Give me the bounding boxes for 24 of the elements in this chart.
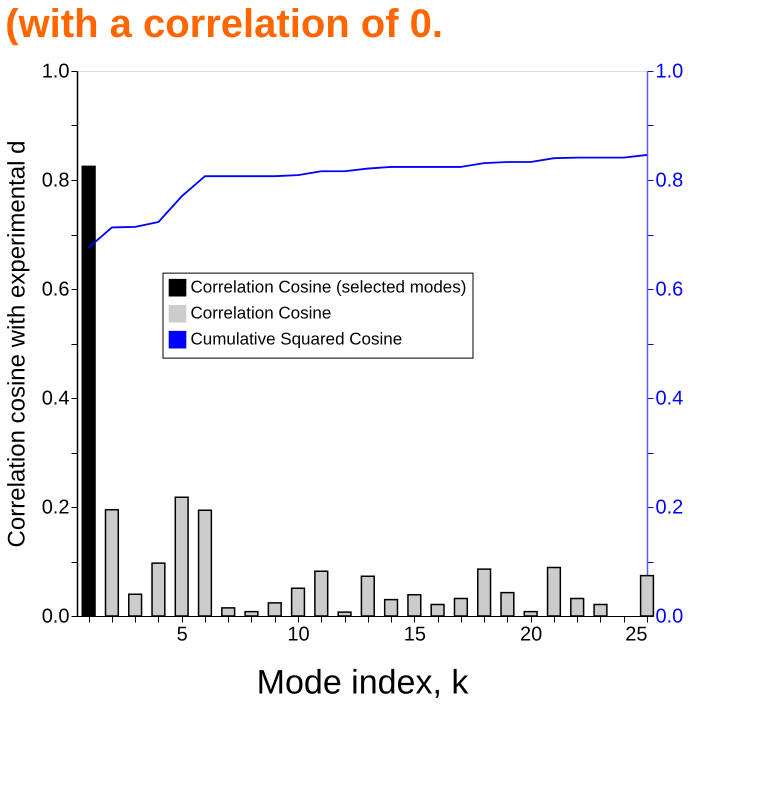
x-tick-label: 25: [625, 624, 648, 646]
y-tick-label: 0.8: [42, 170, 70, 192]
y-tick-label: 1.0: [42, 60, 70, 82]
y2-tick-label: 0.0: [656, 606, 684, 628]
y-tick-label: 0.6: [42, 278, 70, 300]
y2-tick-label: 0.4: [656, 388, 684, 410]
y-tick-label: 0.4: [42, 388, 70, 410]
x-tick-label: 5: [176, 624, 188, 646]
line-series: [88, 154, 648, 248]
y2-tick-label: 0.8: [656, 170, 684, 192]
legend-label: Correlation Cosine: [190, 304, 332, 323]
y-axis-title: Correlation cosine with experimental d: [4, 140, 31, 548]
x-tick-label: 20: [520, 624, 542, 646]
x-tick-label: 10: [287, 624, 310, 646]
y2-tick-label: 1.0: [656, 60, 684, 82]
legend-label: Correlation Cosine (selected modes): [190, 278, 466, 297]
chart-title: (with a correlation of 0.: [5, 2, 444, 46]
legend-label: Cumulative Squared Cosine: [190, 330, 402, 349]
x-axis-title: Mode index, k: [256, 664, 470, 702]
y2-tick-label: 0.2: [656, 496, 684, 518]
y-tick-label: 0.2: [42, 496, 70, 518]
y2-tick-label: 0.6: [656, 278, 684, 300]
y-tick-label: 0.0: [42, 606, 70, 628]
x-tick-label: 15: [404, 624, 426, 646]
